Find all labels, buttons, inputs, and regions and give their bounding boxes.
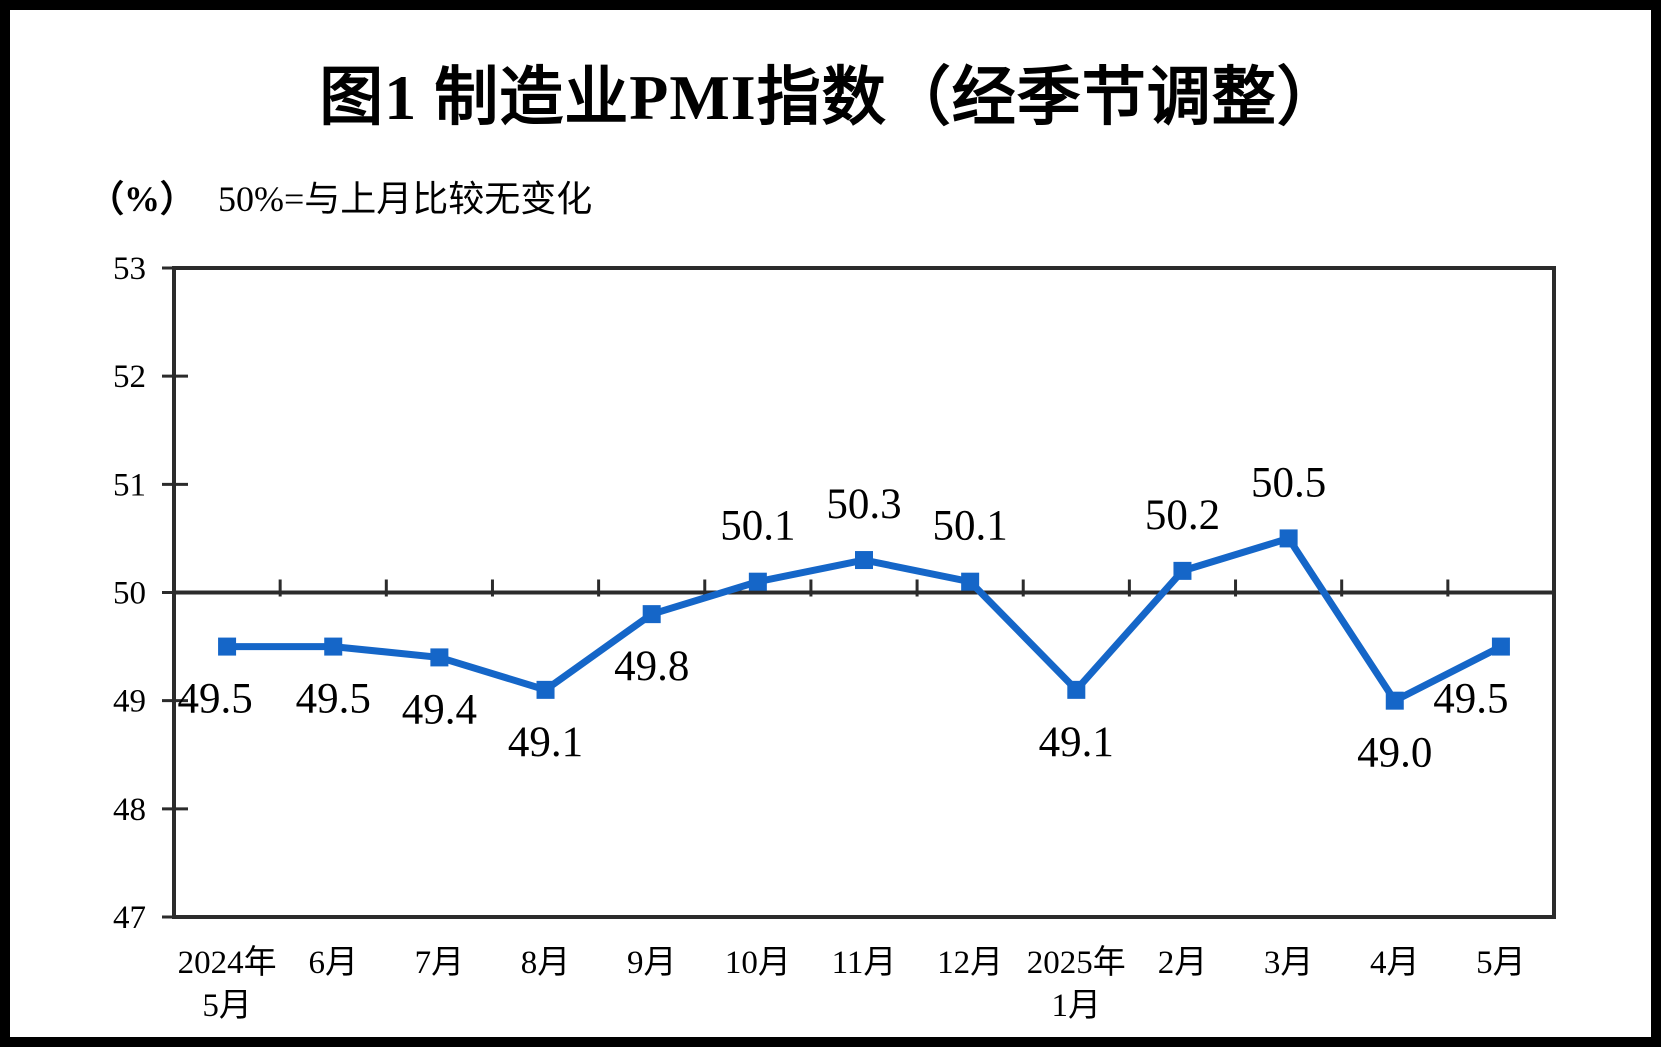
x-axis-label: 10月 — [725, 945, 791, 981]
data-point-label: 49.4 — [402, 686, 477, 733]
data-point-label: 49.5 — [296, 676, 371, 723]
data-point-label: 49.5 — [177, 676, 252, 723]
y-axis-label: 49 — [113, 684, 146, 720]
data-point-marker — [324, 637, 343, 656]
x-axis-label: 2月 — [1158, 945, 1208, 981]
figure-title: 图1 制造业PMI指数（经季节调整） — [319, 62, 1342, 133]
figure-subtitle: （%） 50%=与上月比较无变化 — [88, 170, 592, 222]
data-point-marker — [855, 551, 873, 570]
x-axis-label: 5月 — [202, 988, 252, 1024]
data-point-marker — [1491, 637, 1510, 656]
data-point-marker — [430, 648, 449, 667]
y-axis-label: 48 — [113, 792, 146, 828]
unit-label: （%） — [88, 179, 197, 219]
y-axis-label: 51 — [113, 467, 146, 503]
data-point-label: 49.5 — [1433, 676, 1508, 723]
x-axis-label: 6月 — [308, 945, 358, 981]
x-axis-label: 9月 — [627, 945, 677, 981]
x-axis-label: 7月 — [415, 945, 465, 981]
y-axis-label: 52 — [113, 359, 146, 395]
data-point-marker — [1067, 680, 1086, 699]
y-axis-label: 50 — [113, 576, 146, 612]
data-point-marker — [536, 680, 555, 699]
data-point-label: 49.1 — [508, 719, 583, 766]
baseline-note: 50%=与上月比较无变化 — [218, 179, 593, 219]
x-axis-label: 4月 — [1370, 945, 1420, 981]
data-point-marker — [748, 572, 767, 591]
y-axis-label: 53 — [113, 251, 146, 287]
data-point-label: 50.3 — [826, 481, 901, 528]
data-point-label: 50.1 — [933, 503, 1008, 550]
data-point-label: 49.1 — [1039, 719, 1114, 766]
data-point-label: 50.1 — [720, 503, 795, 550]
data-point-label: 49.8 — [614, 643, 689, 690]
x-axis-label: 12月 — [937, 945, 1003, 981]
data-point-label: 49.0 — [1357, 730, 1432, 777]
x-axis-label: 2025年 — [1027, 944, 1126, 981]
data-point-marker — [1279, 529, 1298, 548]
data-point-label: 50.5 — [1251, 459, 1326, 506]
data-point-marker — [1173, 561, 1192, 580]
x-axis-label: 3月 — [1264, 945, 1314, 981]
data-point-marker — [218, 637, 237, 656]
x-axis-label: 8月 — [521, 945, 571, 981]
pmi-line-chart: 47 48 49 50 51 52 53 49.5 49.5 49.4 49.1 49.8 50.1 50… — [113, 251, 1556, 1024]
y-axis-label: 47 — [113, 900, 146, 936]
data-point-label: 50.2 — [1145, 492, 1220, 539]
x-axis-label: 11月 — [832, 945, 897, 981]
data-point-marker — [961, 572, 980, 591]
data-point-marker — [1385, 691, 1404, 710]
x-axis-label: 2024年 — [178, 944, 277, 981]
data-point-marker — [642, 605, 661, 624]
x-axis-label: 1月 — [1052, 988, 1102, 1024]
x-axis-label: 5月 — [1476, 945, 1526, 981]
